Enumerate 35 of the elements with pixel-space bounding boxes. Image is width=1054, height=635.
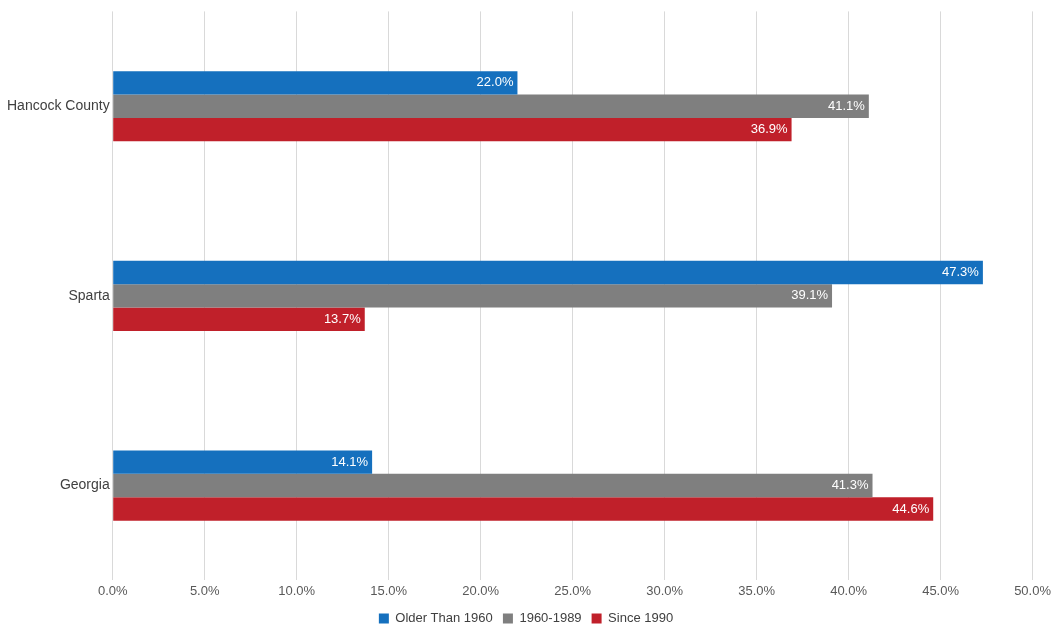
bar <box>113 94 869 118</box>
x-tick-label: 10.0% <box>278 582 316 598</box>
x-tick-label: 5.0% <box>189 582 220 598</box>
x-tick-label: 40.0% <box>830 582 868 598</box>
bar <box>113 307 365 331</box>
data-label: 39.1% <box>791 287 829 303</box>
x-tick-label: 35.0% <box>738 582 776 598</box>
legend-label: Since 1990 <box>608 610 674 626</box>
y-tick-label: Hancock County <box>7 97 110 114</box>
bar <box>113 284 833 308</box>
y-tick-label: Sparta <box>68 286 110 303</box>
data-label: 41.3% <box>831 477 869 493</box>
x-tick-label: 0.0% <box>97 582 128 598</box>
data-label: 36.9% <box>750 121 788 137</box>
bar <box>113 497 934 521</box>
bar <box>113 117 792 142</box>
x-tick-label: 50.0% <box>1014 582 1052 598</box>
bar <box>113 260 983 285</box>
bar <box>113 473 873 498</box>
x-tick-label: 30.0% <box>646 582 684 598</box>
data-label: 47.3% <box>942 264 980 280</box>
x-tick-label: 15.0% <box>370 582 408 598</box>
x-tick-label: 25.0% <box>554 582 592 598</box>
legend-label: Older Than 1960 <box>395 610 493 626</box>
legend-label: 1960-1989 <box>519 610 582 626</box>
data-label: 13.7% <box>323 310 362 326</box>
x-tick-label: 45.0% <box>922 582 960 598</box>
bar <box>113 450 373 474</box>
data-label: 14.1% <box>331 453 369 469</box>
data-label: 41.1% <box>827 97 866 113</box>
bar <box>113 71 518 95</box>
data-label: 44.6% <box>892 500 930 516</box>
x-tick-label: 20.0% <box>462 582 500 598</box>
data-label: 22.0% <box>476 74 514 90</box>
y-tick-label: Georgia <box>59 476 110 493</box>
